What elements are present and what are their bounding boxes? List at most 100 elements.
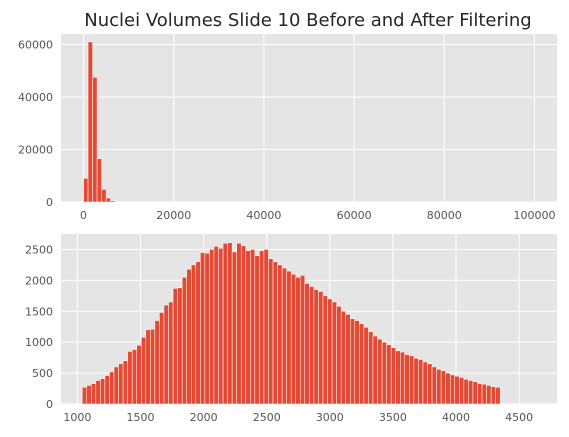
histogram-bar: [250, 249, 256, 405]
histogram-bar: [490, 386, 496, 405]
x-tick-label: 60000: [337, 209, 372, 222]
histogram-bar: [304, 283, 310, 405]
histogram-bar: [218, 247, 224, 405]
histogram-bar: [436, 369, 442, 405]
histogram-bar: [231, 251, 237, 405]
histogram-bar: [113, 366, 119, 405]
histogram-bar: [290, 273, 296, 405]
y-tick-label: 2000: [25, 274, 53, 287]
histogram-bar: [472, 381, 478, 405]
chart-title: Nuclei Volumes Slide 10 Before and After…: [84, 10, 531, 31]
histogram-bar: [336, 306, 342, 405]
histogram-bar: [118, 363, 124, 405]
histogram-bar: [309, 286, 315, 405]
x-tick-label: 4500: [505, 411, 533, 424]
y-tick-label: 1500: [25, 305, 53, 318]
histogram-bar: [350, 318, 356, 405]
histogram-bar: [195, 261, 201, 405]
histogram-bar: [109, 371, 115, 405]
x-tick-label: 4000: [442, 411, 470, 424]
histogram-bar: [104, 375, 110, 405]
histogram-bar: [136, 345, 142, 405]
histogram-bar: [459, 377, 465, 405]
y-tick-label: 2500: [25, 243, 53, 256]
histogram-bar: [281, 267, 287, 405]
y-tick-label: 60000: [18, 39, 53, 52]
x-tick-label: 20000: [156, 209, 191, 222]
histogram-bar: [477, 383, 483, 405]
histogram-bar: [122, 360, 128, 405]
histogram-bar: [431, 366, 437, 405]
histogram-bar: [286, 270, 292, 405]
y-tick-label: 0: [46, 196, 53, 209]
histogram-bar: [154, 320, 160, 405]
histogram-bar: [399, 351, 406, 405]
histogram-bar: [181, 277, 187, 405]
histogram-bar: [91, 383, 97, 405]
histogram-bar: [454, 375, 460, 405]
panel-after-filtering: 1000 1500 2000 2500 3000 3500 4000 4500 0 500 1000…: [25, 234, 557, 424]
histogram-bar: [236, 243, 242, 405]
panel-before-filtering: 0 20000 40000 60000 80000 100000 0 20000 40000 60…: [18, 34, 557, 222]
histogram-bar: [409, 355, 415, 405]
x-tick-label: 2000: [190, 411, 218, 424]
y-tick-label: 0: [46, 398, 53, 411]
histogram-bar: [83, 178, 89, 203]
histogram-bar: [418, 359, 424, 405]
histogram-bar: [345, 314, 351, 405]
x-tick-label: 3500: [379, 411, 407, 424]
histogram-bar: [163, 304, 169, 405]
histogram-bar: [209, 249, 215, 405]
histogram-bar: [363, 327, 369, 405]
x-tick-label: 80000: [427, 209, 462, 222]
histogram-bar: [331, 301, 337, 405]
x-tick-label: 1000: [63, 411, 91, 424]
histogram-bar: [141, 336, 147, 405]
histogram-bar: [445, 372, 451, 405]
histogram-bar: [495, 387, 501, 405]
histogram-bar: [422, 361, 428, 405]
histogram-bar: [81, 387, 87, 405]
histogram-bar: [145, 329, 151, 405]
histogram-bar: [318, 291, 324, 405]
histogram-bar: [240, 245, 247, 405]
histogram-bar: [486, 385, 492, 405]
x-tick-label: 2500: [253, 411, 281, 424]
y-tick-label: 500: [32, 367, 53, 380]
histogram-bar: [200, 252, 206, 405]
histogram-bar: [300, 275, 306, 405]
histogram-bar: [463, 379, 469, 405]
histogram-bar: [404, 354, 410, 405]
histogram-bar: [277, 264, 283, 405]
histogram-bar: [322, 295, 328, 405]
histogram-bar: [100, 378, 106, 405]
histogram-bar: [114, 201, 120, 203]
histogram-bar: [110, 200, 116, 203]
histogram-bar: [213, 246, 219, 405]
histogram-bar: [395, 350, 401, 405]
histogram-bar: [449, 374, 456, 405]
x-tick-label: 1500: [127, 411, 155, 424]
histogram-bar: [254, 255, 260, 405]
histogram-bar: [95, 380, 101, 405]
histogram-bar: [386, 344, 392, 405]
histogram-bar: [227, 242, 233, 405]
histogram-bar: [222, 243, 228, 405]
histogram-bar: [131, 349, 137, 405]
histogram-bar: [159, 312, 165, 405]
histogram-bar: [190, 264, 197, 405]
histogram-bar: [177, 287, 183, 405]
histogram-bar: [87, 41, 93, 203]
histogram-bar: [172, 288, 178, 405]
histogram-bar: [440, 370, 446, 405]
histogram-bar: [204, 252, 210, 405]
histogram-bar: [359, 323, 365, 405]
x-tick-label: 3000: [316, 411, 344, 424]
histogram-bar: [96, 158, 102, 203]
y-tick-label: 20000: [18, 144, 53, 157]
histogram-bar: [468, 380, 474, 405]
plot-background: [61, 34, 557, 202]
histogram-bar: [150, 328, 156, 405]
histogram-bar: [340, 311, 346, 405]
